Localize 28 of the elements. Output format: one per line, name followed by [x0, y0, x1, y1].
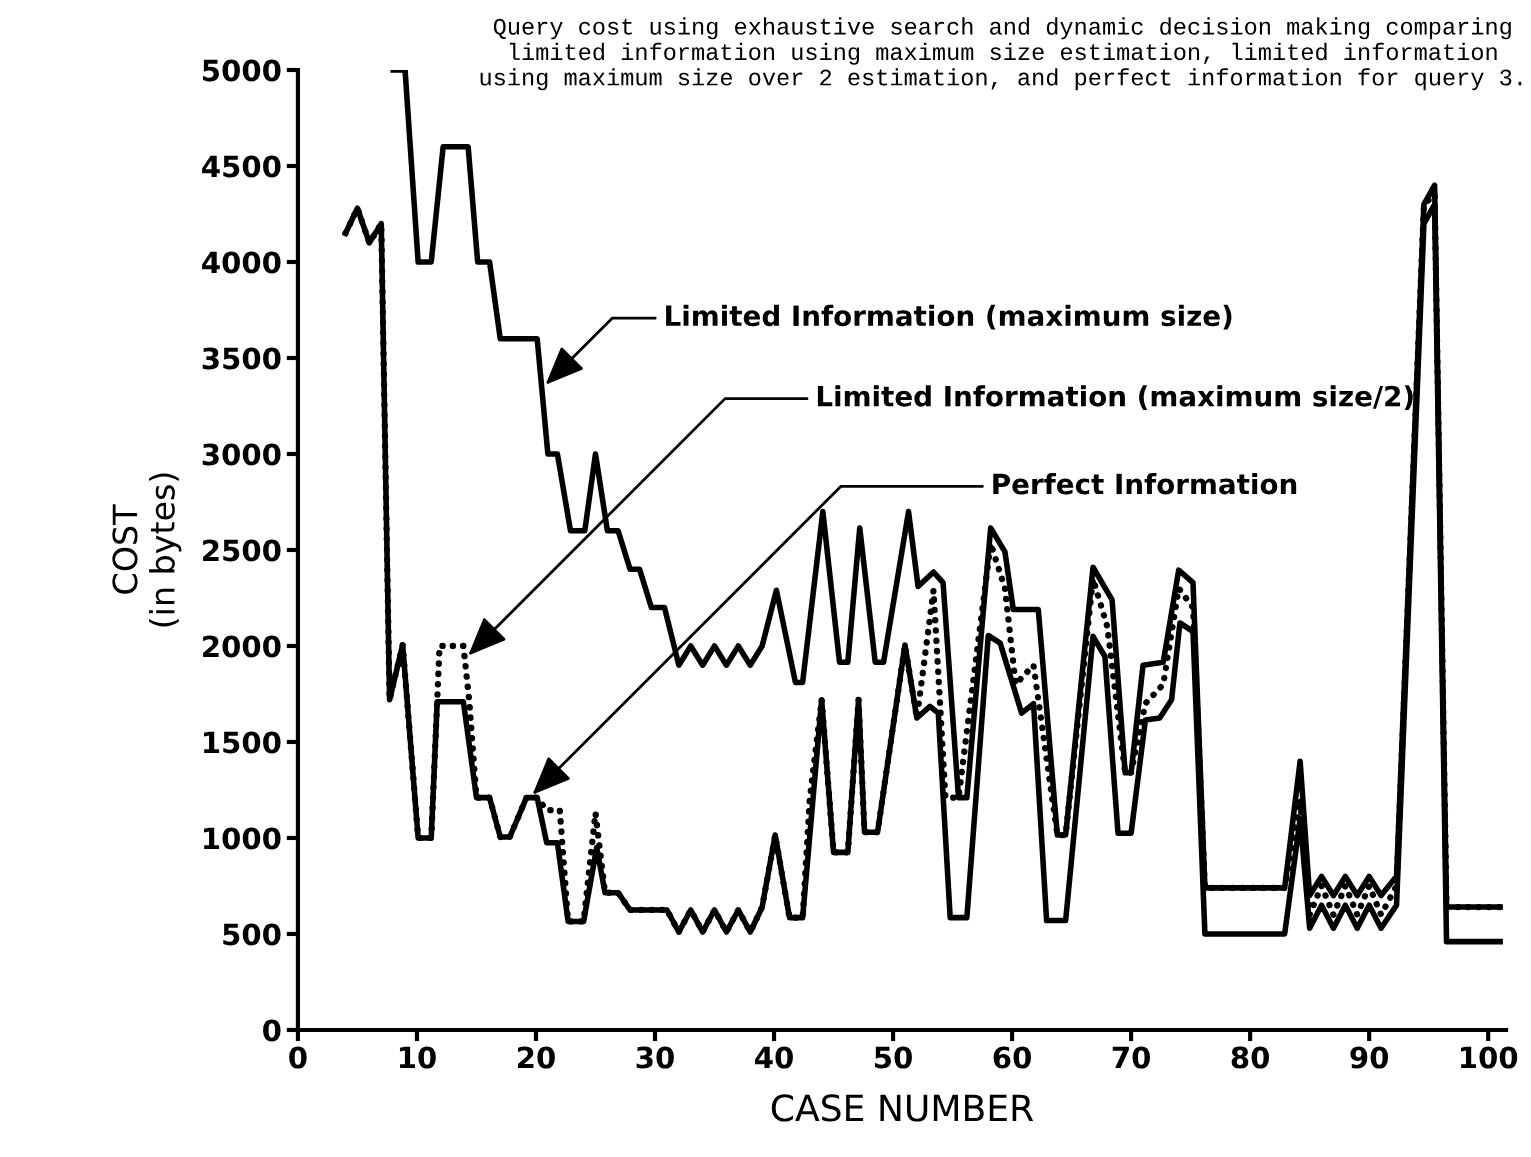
x-tick-label: 0	[289, 1046, 307, 1069]
x-tick-label: 40	[755, 1046, 793, 1069]
y-tick-label: 3000	[202, 443, 281, 466]
y-tick-label: 1000	[204, 827, 281, 850]
y-tick-label: 2500	[203, 539, 281, 562]
y-axis-title: COST (in bytes)	[112, 473, 182, 627]
y-tick-label: 1500	[204, 731, 281, 754]
x-tick-label: 30	[636, 1046, 674, 1069]
x-tick-label: 20	[518, 1046, 555, 1069]
y-tick-label: 2000	[203, 635, 281, 658]
chart-title: Query cost using exhaustive search and dynamic decision making comparing limited information using maximum size estimation, limited information using maximum size over 2 estimation, and perfect information for query 3.	[480, 17, 1522, 91]
y-tick-label: 4500	[202, 155, 281, 178]
annotation: Limited Information (maximum size)	[666, 304, 1232, 330]
y-tick-label: 0	[263, 1019, 281, 1042]
y-tick-label: 500	[223, 923, 281, 946]
x-tick-label: 100	[1461, 1046, 1518, 1069]
x-tick-label: 80	[1231, 1046, 1270, 1069]
x-tick-label: 60	[993, 1046, 1031, 1069]
x-axis-title: CASE NUMBER	[771, 1094, 1034, 1122]
x-tick-label: 70	[1112, 1046, 1151, 1069]
x-tick-label: 90	[1350, 1046, 1389, 1069]
x-tick-label: 10	[399, 1046, 436, 1069]
y-tick-label: 3500	[202, 347, 281, 370]
y-tick-label: 4000	[202, 251, 281, 274]
annotation: Perfect Information	[993, 473, 1297, 495]
x-tick-label: 50	[875, 1046, 912, 1069]
y-tick-label: 5000	[203, 59, 281, 82]
annotation: Limited Information (maximum size/2)	[817, 385, 1413, 410]
